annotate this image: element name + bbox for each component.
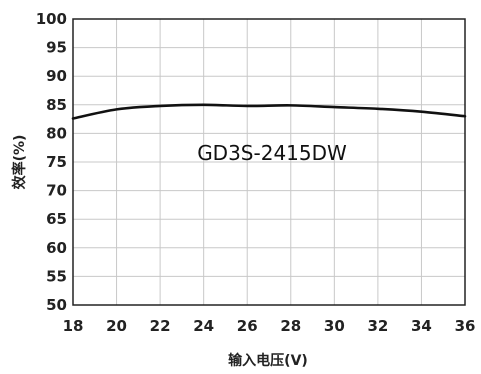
efficiency-line bbox=[71, 103, 467, 120]
x-tick-label: 28 bbox=[280, 317, 301, 335]
x-tick-label: 24 bbox=[193, 317, 214, 335]
grid-lines bbox=[73, 19, 465, 305]
x-tick-label: 36 bbox=[455, 317, 476, 335]
x-tick-labels: 18 20 22 24 26 28 30 32 34 36 bbox=[63, 317, 476, 335]
y-tick-label: 100 bbox=[36, 10, 67, 28]
y-tick-label: 55 bbox=[46, 267, 67, 285]
x-tick-label: 32 bbox=[367, 317, 388, 335]
series-layer bbox=[71, 103, 467, 120]
model-annotation: GD3S-2415DW bbox=[197, 141, 347, 165]
x-axis-title: 输入电压(V) bbox=[228, 352, 308, 369]
y-tick-label: 95 bbox=[46, 39, 67, 57]
x-tick-label: 34 bbox=[411, 317, 432, 335]
y-tick-label: 85 bbox=[46, 96, 67, 114]
y-tick-label: 60 bbox=[46, 239, 67, 257]
y-axis-title: 效率(%) bbox=[11, 135, 28, 190]
x-tick-label: 18 bbox=[63, 317, 84, 335]
y-tick-label: 50 bbox=[46, 296, 67, 314]
y-tick-label: 80 bbox=[46, 124, 67, 142]
x-tick-label: 26 bbox=[237, 317, 258, 335]
y-tick-labels: 50 55 60 65 70 75 80 85 90 95 100 bbox=[36, 10, 67, 314]
y-tick-label: 75 bbox=[46, 153, 67, 171]
y-tick-label: 90 bbox=[46, 67, 67, 85]
y-tick-label: 65 bbox=[46, 210, 67, 228]
plot-frame bbox=[72, 18, 466, 306]
x-tick-label: 30 bbox=[324, 317, 345, 335]
x-tick-label: 20 bbox=[106, 317, 127, 335]
x-tick-label: 22 bbox=[150, 317, 171, 335]
y-tick-label: 70 bbox=[46, 182, 67, 200]
